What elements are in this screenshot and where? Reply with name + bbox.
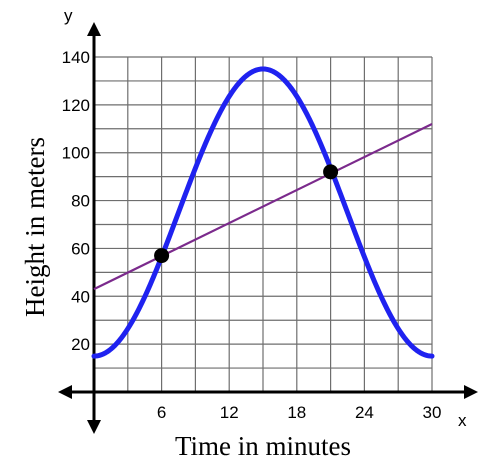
y-tick-label: 100 bbox=[62, 144, 90, 163]
y-tick-label: 60 bbox=[71, 239, 90, 258]
y-axis-arrow-down bbox=[87, 420, 101, 434]
x-tick-label: 30 bbox=[423, 403, 442, 422]
y-axis-arrow-up bbox=[87, 22, 101, 36]
y-axis-letter: y bbox=[64, 6, 73, 25]
y-tick-label: 20 bbox=[71, 335, 90, 354]
y-tick-label: 40 bbox=[71, 287, 90, 306]
axes bbox=[58, 22, 478, 434]
x-tick-label: 12 bbox=[220, 403, 239, 422]
series-line-straight bbox=[93, 123, 433, 291]
grid bbox=[93, 56, 433, 393]
x-axis-arrow-right bbox=[464, 385, 478, 399]
y-tick-label: 120 bbox=[62, 96, 90, 115]
x-tick-label: 6 bbox=[157, 403, 166, 422]
y-axis-title: Height in meters bbox=[20, 137, 50, 317]
y-tick-label: 140 bbox=[62, 48, 90, 67]
intersection-points bbox=[154, 164, 339, 264]
series-group bbox=[91, 66, 435, 359]
data-point bbox=[154, 248, 170, 264]
series-line-curve bbox=[91, 66, 435, 359]
x-axis-title: Time in minutes bbox=[175, 431, 351, 461]
x-tick-label: 24 bbox=[355, 403, 374, 422]
x-tick-label: 18 bbox=[287, 403, 306, 422]
x-axis-letter: x bbox=[458, 411, 467, 430]
tick-labels: 6 12 18 24 30 20 40 60 80 100 120 140 bbox=[62, 48, 442, 422]
y-tick-label: 80 bbox=[71, 192, 90, 211]
data-point bbox=[323, 164, 339, 180]
x-axis-arrow-left bbox=[58, 385, 72, 399]
